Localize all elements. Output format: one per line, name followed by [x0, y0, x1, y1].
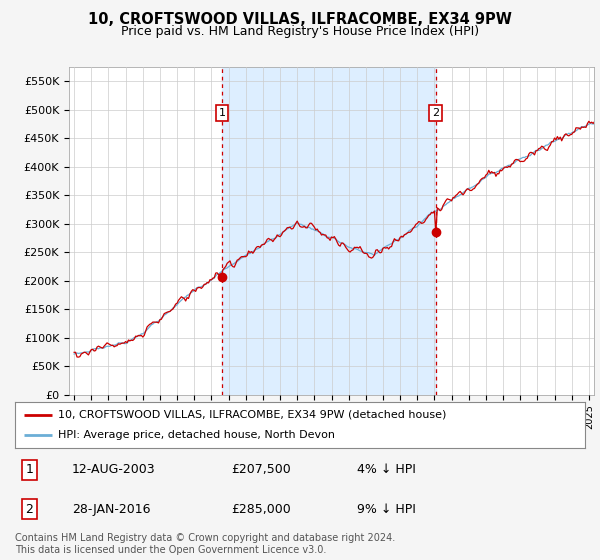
Text: 1: 1: [25, 463, 33, 477]
Text: 10, CROFTSWOOD VILLAS, ILFRACOMBE, EX34 9PW: 10, CROFTSWOOD VILLAS, ILFRACOMBE, EX34 …: [88, 12, 512, 27]
Text: 28-JAN-2016: 28-JAN-2016: [72, 502, 151, 516]
Text: 1: 1: [218, 108, 226, 118]
Text: 12-AUG-2003: 12-AUG-2003: [72, 463, 155, 477]
Bar: [222, 67, 436, 395]
Text: 10, CROFTSWOOD VILLAS, ILFRACOMBE, EX34 9PW (detached house): 10, CROFTSWOOD VILLAS, ILFRACOMBE, EX34 …: [58, 410, 446, 420]
Text: 4% ↓ HPI: 4% ↓ HPI: [357, 463, 416, 477]
Text: 2: 2: [432, 108, 439, 118]
Text: 2: 2: [25, 502, 33, 516]
Text: Price paid vs. HM Land Registry's House Price Index (HPI): Price paid vs. HM Land Registry's House …: [121, 25, 479, 38]
Text: £207,500: £207,500: [232, 463, 292, 477]
Text: Contains HM Land Registry data © Crown copyright and database right 2024.
This d: Contains HM Land Registry data © Crown c…: [15, 533, 395, 555]
Text: HPI: Average price, detached house, North Devon: HPI: Average price, detached house, Nort…: [58, 430, 335, 440]
Text: 9% ↓ HPI: 9% ↓ HPI: [357, 502, 416, 516]
Text: £285,000: £285,000: [232, 502, 292, 516]
